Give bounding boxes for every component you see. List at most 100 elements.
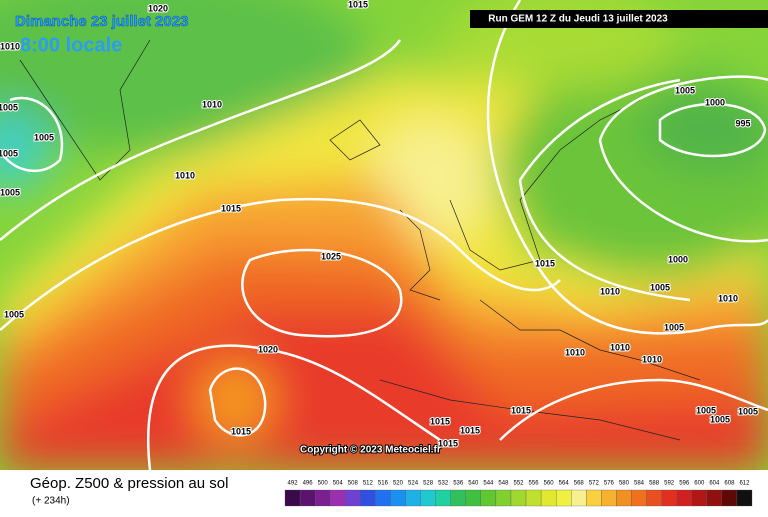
legend-label: 568 — [574, 481, 585, 487]
legend-swatch — [330, 489, 346, 507]
legend-swatch — [586, 489, 602, 507]
legend-swatch — [525, 489, 542, 507]
legend-label: 508 — [348, 481, 359, 487]
legend-swatch — [375, 489, 391, 507]
legend-label: 552 — [513, 481, 524, 487]
isobar-label: 1015 — [430, 416, 450, 426]
legend-swatch — [646, 489, 662, 507]
legend-swatch — [390, 489, 406, 507]
isobar-label: 1005 — [738, 406, 758, 416]
isobar-label: 1015 — [535, 258, 555, 268]
isobar-label: 1015 — [221, 203, 241, 213]
legend-label: 556 — [529, 481, 540, 487]
legend-label: 528 — [423, 481, 434, 487]
legend-swatch — [345, 489, 361, 507]
isobar-label: 1000 — [668, 254, 688, 264]
isobar-labels: 1015102010101005100510051005101010101015… — [0, 0, 759, 449]
legend-label: 496 — [303, 481, 314, 487]
legend-label: 504 — [333, 481, 344, 487]
legend-swatch — [571, 489, 587, 507]
legend-swatch — [435, 489, 451, 507]
isobar-label: 1015 — [438, 438, 458, 448]
legend-label: 584 — [634, 481, 645, 487]
isobar-label: 1010 — [718, 293, 738, 303]
legend-label: 592 — [664, 481, 675, 487]
legend-label: 520 — [393, 481, 404, 487]
isobar-label: 1010 — [175, 170, 195, 180]
legend-label: 500 — [318, 481, 329, 487]
legend-swatch — [299, 489, 316, 507]
legend-swatch — [314, 489, 331, 507]
legend-swatch — [420, 489, 436, 507]
legend-swatch — [631, 489, 647, 507]
legend-label: 576 — [604, 481, 615, 487]
legend: 492 496 500 504 508 512 516 520 524 528 532 536 540 5… — [284, 481, 753, 507]
isobar-label: 1005 — [650, 282, 670, 292]
isobar-label: 1015 — [231, 426, 251, 436]
isobar-label: 1005 — [0, 102, 18, 112]
isobar-label: 1005 — [0, 187, 20, 197]
isobar-label: 1000 — [705, 97, 725, 107]
legend-label: 608 — [724, 481, 735, 487]
isobar-label: 1005 — [4, 309, 24, 319]
legend-swatch — [706, 489, 723, 507]
legend-label: 604 — [709, 481, 720, 487]
date-label: Dimanche 23 juillet 2023 — [15, 13, 188, 30]
legend-swatch — [510, 489, 527, 507]
isobar-label: 1015 — [348, 0, 368, 9]
legend-label: 516 — [378, 481, 389, 487]
legend-swatch — [405, 489, 421, 507]
legend-swatch — [691, 489, 707, 507]
legend-label: 540 — [468, 481, 479, 487]
isobar-label: 1025 — [321, 251, 341, 261]
isobar-label: 1010 — [0, 41, 20, 51]
legend-label: 492 — [288, 481, 299, 487]
legend-label: 612 — [739, 481, 750, 487]
legend-swatch — [495, 489, 512, 507]
isobar-label: 1010 — [600, 286, 620, 296]
legend-swatch — [556, 489, 572, 507]
time-label: 8:00 locale — [20, 34, 122, 56]
legend-label: 544 — [483, 481, 494, 487]
isobar-label: 1005 — [664, 322, 684, 332]
isobar-label: 1005 — [0, 148, 18, 158]
legend-swatch — [450, 489, 466, 507]
legend-swatch — [721, 489, 738, 507]
legend-swatch — [676, 489, 692, 507]
legend-swatch — [465, 489, 481, 507]
field — [0, 0, 768, 470]
isobar-label: 1005 — [34, 132, 54, 142]
legend-label: 512 — [363, 481, 374, 487]
run-box — [470, 10, 768, 28]
footer-lead: (+ 234h) — [32, 496, 70, 507]
legend-swatch — [480, 489, 497, 507]
isobar-label: 1005 — [710, 414, 730, 424]
legend-label: 536 — [453, 481, 464, 487]
legend-label: 596 — [679, 481, 690, 487]
legend-label: 572 — [589, 481, 600, 487]
run-label: Run GEM 12 Z du Jeudi 13 juillet 2023 — [488, 14, 668, 25]
legend-label: 548 — [498, 481, 509, 487]
legend-swatch — [601, 489, 617, 507]
isobar-label: 1005 — [675, 85, 695, 95]
isobar-label: 1005 — [696, 405, 716, 415]
legend-label: 532 — [438, 481, 449, 487]
isobar-label: 1010 — [202, 99, 222, 109]
copyright: Copyright © 2023 Meteociel.fr — [300, 445, 441, 456]
footer-title: Géop. Z500 & pression au sol — [30, 475, 228, 492]
legend-swatch — [616, 489, 632, 507]
legend-label: 560 — [544, 481, 555, 487]
legend-swatch — [736, 489, 753, 507]
isobar-label: 1020 — [148, 3, 168, 13]
legend-label: 580 — [619, 481, 630, 487]
legend-label: 524 — [408, 481, 419, 487]
legend-label: 588 — [649, 481, 660, 487]
legend-swatch — [284, 489, 301, 507]
isobar-label: 1010 — [642, 354, 662, 364]
legend-label: 564 — [559, 481, 570, 487]
isobar-label: 995 — [735, 118, 750, 128]
legend-label: 600 — [694, 481, 705, 487]
legend-swatch — [360, 489, 376, 507]
